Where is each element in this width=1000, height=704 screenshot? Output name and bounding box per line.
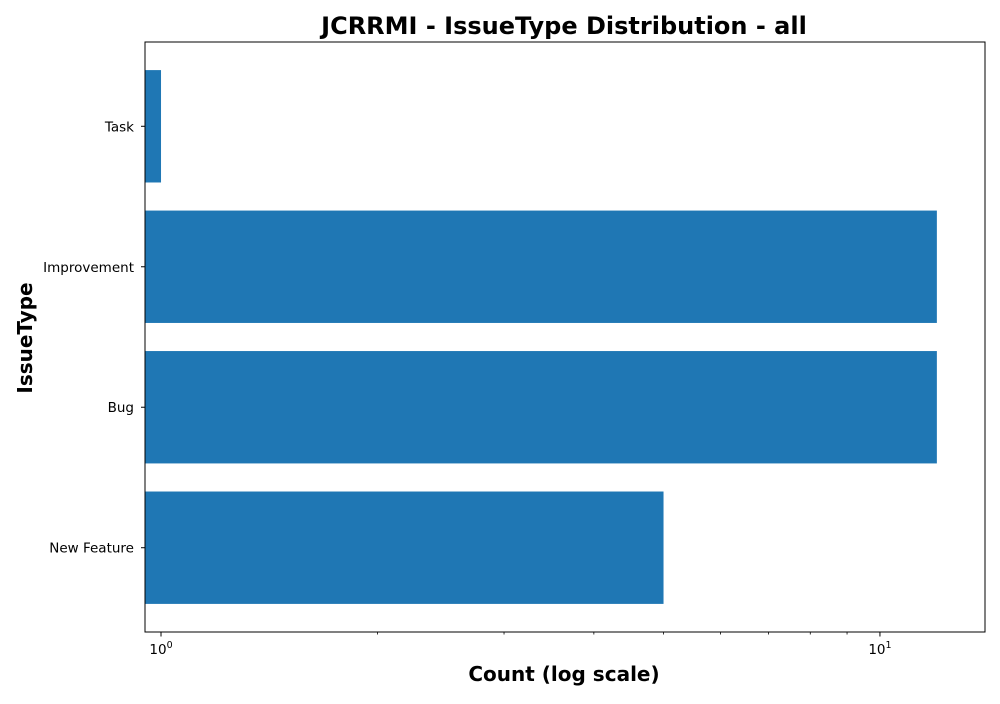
bar-improvement — [145, 210, 937, 323]
chart-title: JCRRMI - IssueType Distribution - all — [319, 12, 807, 40]
x-tick-label: 100 — [149, 640, 172, 658]
y-tick-label-improvement: Improvement — [43, 260, 134, 276]
bars-layer — [145, 70, 937, 604]
x-tick-label: 101 — [868, 640, 891, 658]
bar-task — [145, 70, 162, 183]
bar-bug — [145, 351, 937, 464]
y-tick-label-task: Task — [104, 119, 134, 135]
ticks-layer: New Feature Bug Improvement Task 100 101 — [43, 119, 891, 658]
plot-frame — [144, 41, 986, 633]
y-tick-label-new-feature: New Feature — [49, 541, 134, 557]
y-tick-label-bug: Bug — [108, 400, 134, 416]
x-axis-label: Count (log scale) — [468, 662, 659, 686]
bar-new-feature — [145, 491, 664, 604]
y-axis-label: IssueType — [13, 282, 37, 393]
